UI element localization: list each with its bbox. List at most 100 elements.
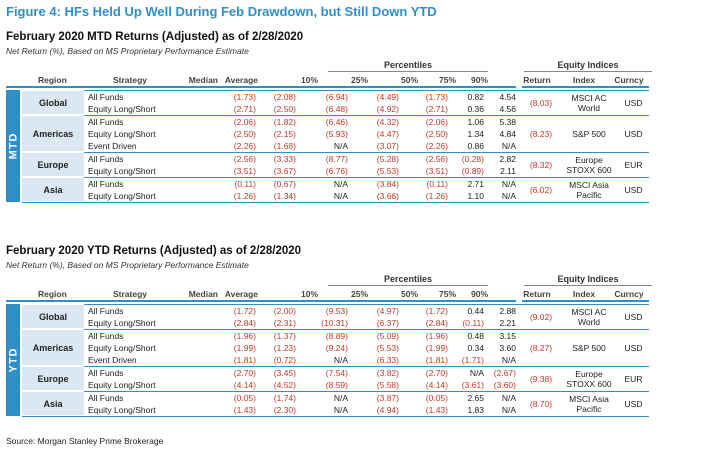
p75-cell: 0.34: [467, 343, 484, 353]
index-return-cell: (8.27): [529, 343, 553, 353]
region-label-europe: Europe: [22, 152, 84, 176]
median-cell: (1.72): [233, 306, 256, 316]
ytd-subtitle: Net Return (%), Based on MS Proprietary …: [6, 260, 249, 270]
equity-index-row: (8.03) MSCI AC World USD: [522, 90, 649, 114]
region-label-asia: Asia: [22, 177, 84, 201]
average-cell: (2.50): [273, 104, 296, 114]
equity-index-row: (6.02) MSCI Asia Pacific USD: [522, 177, 649, 201]
p50-cell: (1.43): [425, 405, 448, 415]
table-row: All Funds (1.72) (2.00) (9.53) (4.97) (1.72) 0…: [86, 305, 516, 317]
strategy-cell: Equity Long/Short: [88, 405, 156, 415]
table-row: All Funds (0.05) (1.74) N/A (3.87) (0.05) 2.65…: [86, 392, 516, 404]
index-return-cell: (9.02): [529, 312, 553, 322]
p10-cell: N/A: [333, 141, 348, 151]
region-label-americas: Americas: [22, 115, 84, 151]
average-cell: (1.37): [273, 331, 296, 341]
percentiles-header: Percentiles: [328, 60, 488, 72]
p90-cell: N/A: [501, 393, 516, 403]
p10-cell: (6.46): [325, 117, 348, 127]
col-header-median: Median: [188, 75, 218, 85]
p25-cell: (4.49): [376, 92, 399, 102]
median-cell: (0.11): [234, 179, 256, 189]
table-row: Equity Long/Short (2.71) (2.50) (6.48) (4.92…: [86, 103, 516, 115]
average-cell: (1.68): [273, 141, 296, 151]
p25-cell: (5.09): [376, 331, 399, 341]
source-note: Source: Morgan Stanley Prime Brokerage: [6, 436, 164, 446]
strategy-cell: Equity Long/Short: [88, 343, 156, 353]
median-cell: (2.56): [233, 154, 256, 164]
p75-cell: (1.71): [461, 355, 484, 365]
col-header-p25: 25%: [350, 75, 368, 85]
p50-cell: (1.72): [425, 306, 448, 316]
index-currency-cell: USD: [624, 98, 643, 108]
average-cell: (0.67): [273, 179, 296, 189]
ytd-section: February 2020 YTD Returns (Adjusted) as …: [6, 244, 721, 450]
p75-cell: (0.11): [462, 318, 484, 328]
p75-cell: 2.71: [467, 179, 484, 189]
index-currency-cell: USD: [624, 312, 643, 322]
percentiles-header: Percentiles: [328, 274, 488, 286]
equity-index-row: (8.32) Europe STOXX 600 EUR: [522, 152, 649, 176]
p50-cell: (1.96): [425, 331, 448, 341]
header-group-row: Percentiles Equity Indices: [6, 274, 721, 287]
p75-cell: (0.28): [461, 154, 484, 164]
table-row: All Funds (2.06) (1.82) (6.46) (4.32) (2.06) 1…: [86, 116, 516, 128]
p25-cell: (4.97): [376, 306, 399, 316]
index-currency-cell: USD: [624, 185, 643, 195]
average-cell: (2.15): [273, 129, 296, 139]
region-label-global: Global: [22, 90, 84, 114]
median-cell: (0.05): [233, 393, 256, 403]
p75-cell: 1.83: [467, 405, 484, 415]
p25-cell: (3.66): [376, 191, 399, 201]
median-cell: (1.99): [233, 343, 256, 353]
p90-cell: (3.60): [493, 380, 516, 390]
average-cell: (4.52): [273, 380, 296, 390]
strategy-cell: Event Driven: [88, 355, 137, 365]
equity-column-header-row: [522, 74, 649, 88]
average-cell: (0.72): [273, 355, 296, 365]
p90-cell: N/A: [501, 191, 516, 201]
median-cell: (2.70): [233, 368, 256, 378]
median-cell: (1.26): [233, 191, 256, 201]
index-return-cell: (6.02): [529, 185, 553, 195]
index-return-cell: (8.23): [529, 129, 553, 139]
p25-cell: (4.32): [376, 117, 399, 127]
index-currency-cell: EUR: [624, 160, 643, 170]
p50-cell: (4.14): [425, 380, 448, 390]
p25-cell: (4.94): [376, 405, 399, 415]
p10-cell: N/A: [333, 405, 348, 415]
index-return-cell: (8.32): [529, 160, 553, 170]
header-group-row: Percentiles Equity Indices: [6, 60, 721, 73]
group-divider: [22, 329, 522, 330]
median-cell: (1.81): [233, 355, 256, 365]
equity-column-header-row: [522, 288, 649, 302]
average-cell: (1.23): [273, 343, 296, 353]
p90-cell: (2.67): [493, 368, 516, 378]
average-cell: (2.00): [273, 306, 296, 316]
region-label-europe: Europe: [22, 366, 84, 390]
side-tab-label: YTD: [7, 347, 19, 373]
index-name-cell: MSCI Asia Pacific: [569, 180, 609, 200]
ytd-side-tab: YTD: [6, 304, 20, 416]
table-row: All Funds (0.11) (0.67) N/A (3.84) (0.11) 2.71…: [86, 178, 516, 190]
median-cell: (2.26): [233, 141, 256, 151]
p25-cell: (3.87): [376, 393, 399, 403]
index-name-cell: S&P 500: [572, 343, 606, 353]
table-row: Event Driven (1.81) (0.72) N/A (6.33) (1.81) (…: [86, 354, 516, 366]
strategy-cell: Equity Long/Short: [88, 191, 156, 201]
p75-cell: 0.36: [467, 104, 484, 114]
p90-cell: 2.11: [500, 166, 516, 176]
p50-cell: (1.73): [425, 92, 448, 102]
p50-cell: (2.26): [425, 141, 448, 151]
p10-cell: (8.59): [325, 380, 348, 390]
p90-cell: N/A: [501, 141, 516, 151]
median-cell: (1.96): [233, 331, 256, 341]
p10-cell: N/A: [333, 355, 348, 365]
p50-cell: (2.71): [425, 104, 448, 114]
p50-cell: (0.05): [425, 393, 448, 403]
col-header-ret: Return: [523, 75, 551, 85]
p25-cell: (3.82): [376, 368, 399, 378]
col-header-curr: Curncy: [614, 289, 644, 299]
p25-cell: (6.33): [376, 355, 399, 365]
equity-index-row: (8.70) MSCI Asia Pacific USD: [522, 391, 649, 415]
